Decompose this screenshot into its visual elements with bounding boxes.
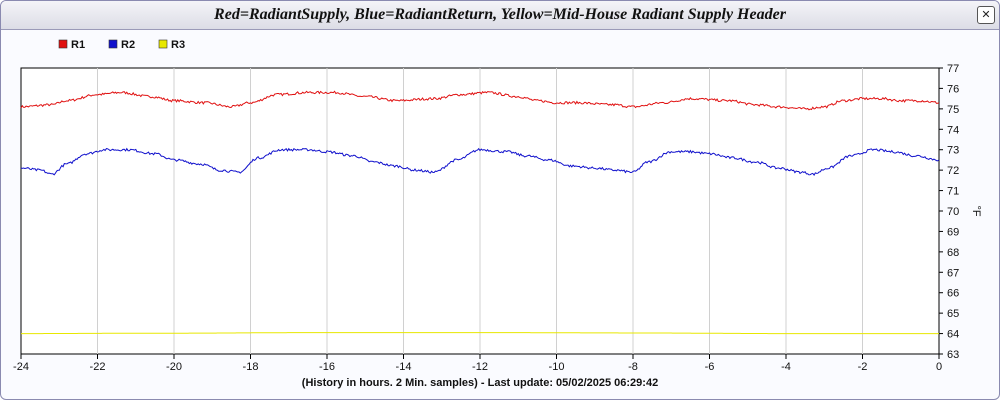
y-tick-label: 71 bbox=[947, 186, 959, 198]
x-tick-label: -2 bbox=[858, 361, 868, 373]
y-tick-label: 75 bbox=[947, 104, 959, 116]
legend-label-r1: R1 bbox=[71, 39, 85, 51]
x-tick-label: -16 bbox=[319, 361, 335, 373]
series-line-r2 bbox=[20, 147, 940, 177]
x-tick-label: -20 bbox=[166, 361, 182, 373]
y-tick-label: 77 bbox=[947, 63, 959, 75]
y-tick-label: 72 bbox=[947, 165, 959, 177]
y-tick-label: 63 bbox=[947, 349, 959, 361]
legend-swatch-r2 bbox=[108, 39, 118, 49]
y-tick-label: 68 bbox=[947, 247, 959, 259]
x-tick-label: -22 bbox=[90, 361, 106, 373]
y-tick-label: 76 bbox=[947, 83, 959, 95]
legend-label-r2: R2 bbox=[121, 39, 135, 51]
y-tick-label: 70 bbox=[947, 206, 959, 218]
x-tick-label: -24 bbox=[13, 361, 29, 373]
x-tick-label: -10 bbox=[549, 361, 565, 373]
x-axis: -24 -22 -20 -18 -16 -14 -12 -10 -8 -6 -4 -2 0 bbox=[13, 354, 942, 373]
y-tick-label: 67 bbox=[947, 267, 959, 279]
y-axis: 63 64 65 66 67 68 69 70 71 72 73 74 75 76 77 bbox=[939, 63, 959, 361]
series-lines bbox=[20, 90, 940, 335]
x-tick-label: -8 bbox=[628, 361, 638, 373]
x-tick-label: -6 bbox=[705, 361, 715, 373]
x-tick-label: -12 bbox=[472, 361, 488, 373]
x-tick-label: -18 bbox=[243, 361, 259, 373]
legend-swatch-r3 bbox=[158, 39, 168, 49]
legend-swatch-r1 bbox=[58, 39, 68, 49]
y-tick-label: 64 bbox=[947, 329, 959, 341]
close-icon[interactable]: ✕ bbox=[977, 6, 995, 24]
x-tick-label: -14 bbox=[396, 361, 412, 373]
y-tick-label: 74 bbox=[947, 124, 959, 136]
x-tick-label: -4 bbox=[781, 361, 791, 373]
window-title: Red=RadiantSupply, Blue=RadiantReturn, Y… bbox=[1, 1, 999, 30]
series-line-r3 bbox=[21, 332, 939, 335]
legend-label-r3: R3 bbox=[171, 39, 185, 51]
y-tick-label: 73 bbox=[947, 145, 959, 157]
grid bbox=[97, 68, 863, 354]
x-tick-label: 0 bbox=[936, 361, 942, 373]
y-axis-unit: °F bbox=[970, 205, 982, 216]
x-axis-title: (History in hours. 2 Min. samples) - Las… bbox=[302, 377, 658, 389]
legend: R1 R2 R3 bbox=[58, 39, 185, 51]
y-tick-label: 65 bbox=[947, 308, 959, 320]
y-tick-label: 69 bbox=[947, 226, 959, 238]
y-tick-label: 66 bbox=[947, 288, 959, 300]
series-line-r1 bbox=[20, 90, 940, 111]
